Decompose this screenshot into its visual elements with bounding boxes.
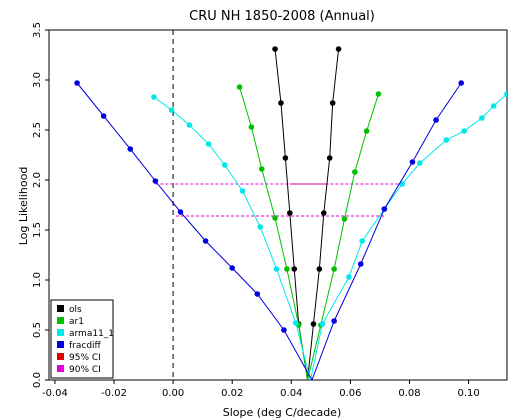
series-fracdiff-point — [127, 146, 134, 152]
series-ols-point — [329, 100, 336, 106]
y-tick-label: 2.5 — [32, 122, 43, 138]
series-ar1-right-line — [307, 93, 379, 380]
series-ols-point — [278, 100, 284, 106]
series-fracdiff-point — [281, 327, 287, 333]
y-tick-label: 1.0 — [32, 272, 43, 288]
legend-label: 95% CI — [69, 353, 101, 363]
series-ar1-point — [352, 169, 358, 175]
series-arma11-point — [151, 94, 157, 100]
series-fracdiff-point — [357, 261, 364, 267]
x-tick-label: 0.06 — [339, 388, 361, 399]
series-ols-point — [282, 155, 289, 161]
plot-frame — [48, 29, 508, 381]
series-arma11-point — [346, 274, 352, 280]
series-arma11-point — [417, 160, 423, 166]
legend-swatch — [57, 341, 64, 348]
series-fracdiff-point — [152, 178, 159, 184]
legend-swatch — [57, 329, 64, 336]
series-arma11-point — [319, 321, 326, 327]
series-ar1-point — [363, 128, 370, 134]
plot-area: -0.04 -0.02 0.00 0.02 0.04 0.06 0.08 0.10 0.0 0.5… — [32, 22, 508, 399]
series-arma11-point — [168, 107, 175, 113]
series-arma11-point — [222, 162, 228, 168]
series-ols-point — [335, 46, 342, 52]
y-tick-label: 1.5 — [32, 222, 43, 238]
legend-swatch — [57, 365, 64, 372]
series-fracdiff-point — [331, 318, 337, 324]
series-ar1-point — [272, 215, 278, 221]
series-arma11-point — [257, 224, 264, 230]
series-fracdiff-point — [458, 80, 465, 86]
series-fracdiff-point — [177, 209, 184, 215]
series-fracdiff-point — [229, 265, 235, 271]
series-ols-point — [326, 155, 333, 161]
y-axis-label: Log Likelihood — [17, 167, 30, 246]
x-tick-label: -0.02 — [101, 388, 127, 399]
series-ar1-point — [236, 84, 243, 90]
series-fracdiff-point — [74, 80, 80, 86]
y-tick-label: 0.0 — [32, 372, 43, 388]
legend-label: ols — [69, 305, 82, 315]
legend-swatch — [57, 305, 64, 312]
series-ar1-left-line — [239, 86, 309, 380]
series-ols-point — [287, 210, 293, 216]
series-ar1-point — [341, 216, 348, 222]
legend-label: fracdiff — [69, 341, 102, 351]
legend-label: 90% CI — [69, 365, 101, 375]
series-fracdiff-point — [381, 206, 388, 212]
series-arma11-left-line — [153, 96, 311, 380]
series-fracdiff-left-line — [76, 82, 313, 380]
series-ols-point — [291, 266, 298, 272]
series-fracdiff-right-line — [311, 82, 462, 380]
series-fracdiff-point — [409, 159, 416, 165]
x-tick-label: -0.04 — [42, 388, 68, 399]
x-tick-label: 0.02 — [221, 388, 243, 399]
legend-label: arma11_1 — [69, 329, 114, 339]
legend-label: ar1 — [69, 317, 84, 327]
x-tick-label: 0.04 — [280, 388, 302, 399]
series-arma11-point — [504, 91, 507, 97]
series-arma11-right-line — [310, 93, 507, 380]
series-arma11-point — [205, 141, 212, 147]
y-tick-label: 3.0 — [32, 72, 43, 88]
series-arma11-point — [292, 320, 299, 326]
series-fracdiff-point — [254, 291, 261, 297]
series-arma11-point — [273, 266, 280, 272]
series-ar1-point — [248, 124, 255, 130]
series-ols-point — [272, 46, 278, 52]
legend-swatch — [57, 353, 64, 360]
series-arma11-point — [461, 128, 467, 134]
series-arma11-point — [359, 238, 366, 244]
x-tick-label: 0.00 — [162, 388, 184, 399]
x-tick-label: 0.08 — [398, 388, 420, 399]
series-arma11-point — [443, 137, 450, 143]
series-fracdiff-point — [100, 113, 107, 119]
legend-swatch — [57, 317, 64, 324]
series-arma11-point — [479, 115, 485, 121]
series-ar1-point — [258, 166, 265, 172]
y-tick-label: 0.5 — [32, 322, 43, 338]
plot-clip-group — [74, 30, 507, 380]
series-arma11-point — [490, 103, 497, 109]
y-tick-label: 3.5 — [32, 22, 43, 38]
x-axis-label: Slope (deg C/decade) — [223, 406, 342, 419]
series-fracdiff-point — [433, 117, 439, 123]
chart-title: CRU NH 1850-2008 (Annual) — [189, 9, 375, 24]
y-tick-label: 2.0 — [32, 172, 43, 188]
series-ar1-point — [375, 91, 382, 97]
series-ols-point — [321, 210, 327, 216]
series-arma11-point — [186, 122, 193, 128]
series-ols-point — [310, 321, 317, 327]
series-ar1-point — [284, 266, 290, 272]
series-ols-point — [316, 266, 323, 272]
x-tick-label: 0.10 — [457, 388, 479, 399]
series-ar1-point — [331, 266, 337, 272]
series-fracdiff-point — [202, 238, 209, 244]
series-arma11-point — [239, 188, 246, 194]
